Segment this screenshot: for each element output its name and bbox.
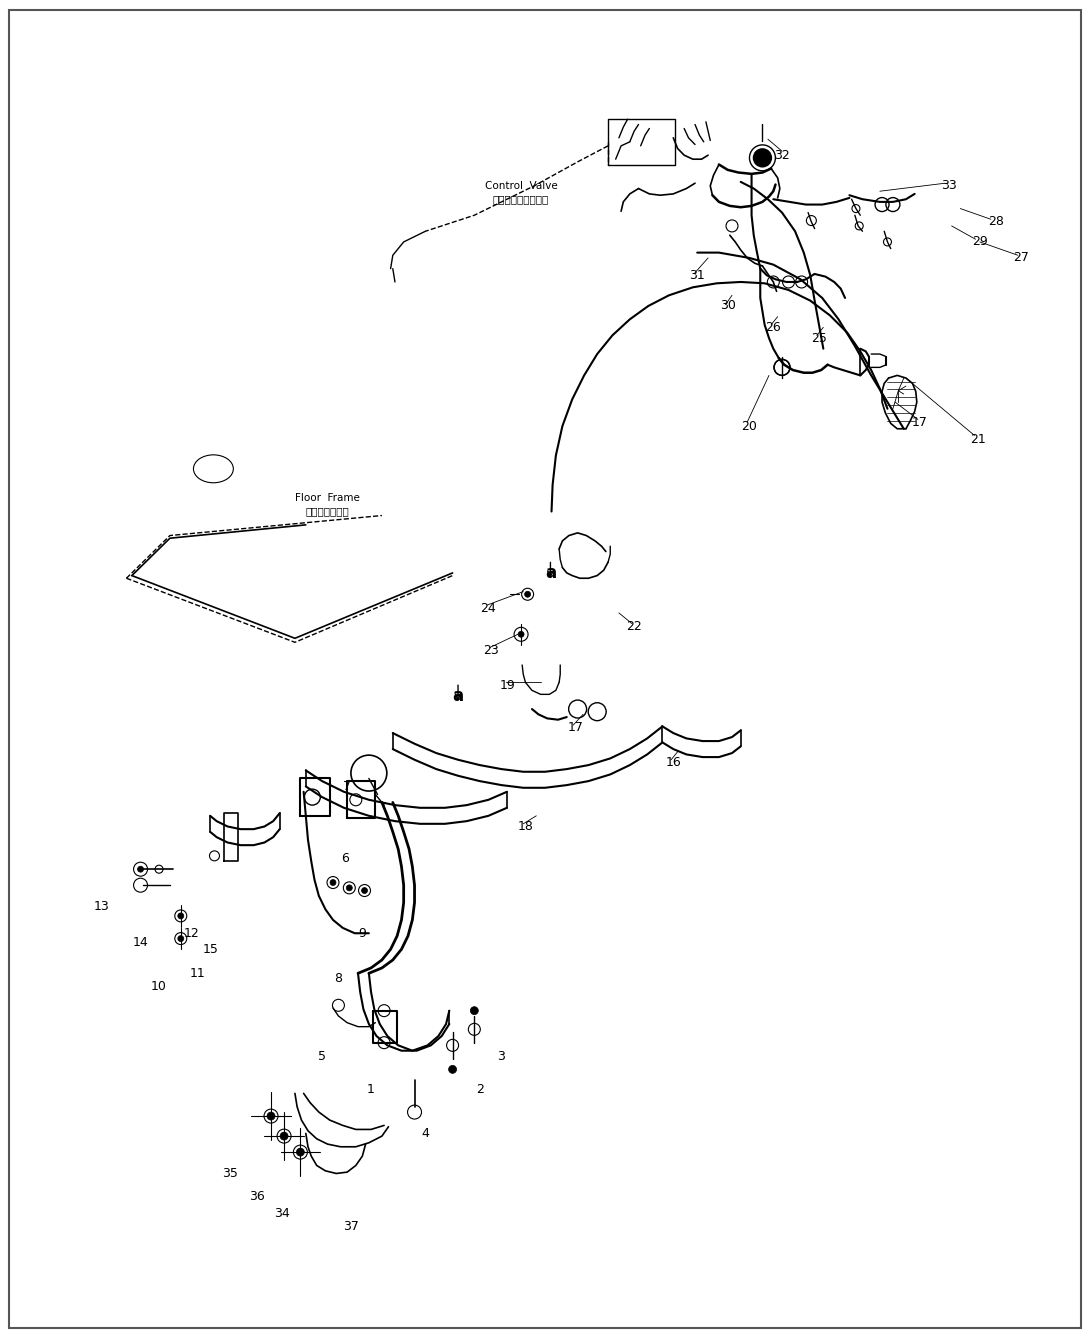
Text: 25: 25: [811, 332, 827, 344]
Text: 32: 32: [774, 149, 790, 162]
Text: 11: 11: [190, 967, 205, 979]
Circle shape: [471, 1006, 479, 1014]
Text: a: a: [452, 686, 463, 705]
Text: 28: 28: [989, 215, 1004, 229]
Text: 24: 24: [481, 602, 496, 615]
Text: 6: 6: [341, 852, 349, 864]
Text: Floor  Frame: Floor Frame: [295, 494, 360, 503]
Text: 2: 2: [476, 1082, 484, 1096]
Text: 5: 5: [318, 1049, 326, 1062]
Text: 13: 13: [94, 900, 109, 913]
Circle shape: [280, 1132, 288, 1140]
Text: Control  Valve: Control Valve: [485, 181, 557, 191]
Circle shape: [137, 866, 144, 872]
Text: 8: 8: [335, 973, 342, 985]
Text: 36: 36: [249, 1189, 265, 1203]
Text: 17: 17: [568, 721, 583, 735]
Text: 19: 19: [500, 678, 516, 692]
Text: 12: 12: [184, 927, 199, 939]
Circle shape: [178, 935, 184, 942]
Circle shape: [753, 149, 772, 167]
Text: 35: 35: [221, 1167, 238, 1180]
Text: 27: 27: [1014, 252, 1029, 265]
Text: 15: 15: [203, 943, 218, 955]
Text: 22: 22: [627, 619, 642, 633]
Text: フロアフレーム: フロアフレーム: [305, 507, 350, 516]
Circle shape: [449, 1065, 457, 1073]
Circle shape: [178, 913, 184, 919]
Text: 10: 10: [152, 981, 167, 993]
Text: 7: 7: [343, 780, 351, 793]
Circle shape: [518, 632, 524, 637]
Text: 9: 9: [359, 927, 366, 939]
Text: 37: 37: [343, 1220, 360, 1234]
Text: 14: 14: [133, 937, 148, 949]
Text: 30: 30: [719, 300, 736, 313]
Text: 23: 23: [483, 644, 498, 657]
Circle shape: [347, 884, 352, 891]
Text: 34: 34: [274, 1207, 290, 1220]
Circle shape: [267, 1112, 275, 1120]
Circle shape: [330, 879, 336, 886]
Text: 21: 21: [970, 434, 985, 446]
Text: 1: 1: [367, 1082, 375, 1096]
Text: コントロールバルブ: コントロールバルブ: [493, 194, 549, 205]
Text: 16: 16: [665, 756, 681, 769]
Text: 17: 17: [912, 416, 928, 428]
Text: 31: 31: [689, 269, 705, 282]
Text: 29: 29: [972, 235, 988, 249]
Circle shape: [524, 591, 531, 597]
Text: 4: 4: [422, 1127, 429, 1140]
Text: 3: 3: [497, 1049, 506, 1062]
Text: 26: 26: [765, 321, 782, 334]
Circle shape: [362, 887, 367, 894]
Circle shape: [296, 1148, 304, 1156]
Text: 20: 20: [741, 420, 758, 432]
Text: 33: 33: [942, 179, 957, 193]
Text: a: a: [545, 563, 556, 582]
Text: 18: 18: [518, 820, 533, 834]
